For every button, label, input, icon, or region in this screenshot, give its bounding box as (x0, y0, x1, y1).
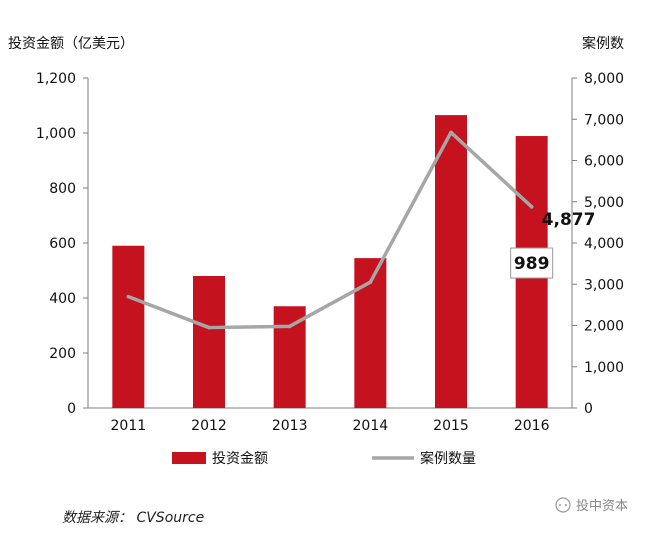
chat-bubble-icon (555, 497, 571, 513)
left-tick-label: 800 (49, 181, 76, 197)
watermark: 投中资本 (555, 497, 628, 514)
line-point-2011 (126, 294, 131, 299)
right-tick-label: 0 (584, 401, 593, 417)
legend-bar-label: 投资金额 (212, 451, 268, 467)
right-tick-label: 8,000 (584, 71, 624, 87)
x-tick-label: 2016 (514, 418, 550, 434)
x-axis-ticks: 2011 2012 2013 2014 2015 2016 (111, 418, 550, 434)
line-point-2015 (449, 130, 453, 135)
x-tick-label: 2011 (111, 418, 147, 434)
line-path (127, 130, 533, 330)
line-point-2014 (368, 280, 373, 284)
right-tick-label: 6,000 (584, 154, 624, 170)
bar-value-label: 989 (514, 254, 550, 274)
bar-2011 (112, 245, 145, 408)
left-tick-label: 0 (67, 401, 76, 417)
left-tick-label: 400 (49, 291, 76, 307)
line-series (126, 130, 534, 330)
right-tick-label: 7,000 (584, 112, 624, 128)
left-axis-title: 投资金额（亿美元） (8, 36, 134, 52)
right-tick-label: 1,000 (584, 360, 624, 376)
source-note: 数据来源： CVSource (62, 510, 204, 526)
right-axis-title: 案例数 (582, 35, 624, 52)
bar-2012 (193, 276, 225, 408)
left-tick-label: 1,200 (36, 71, 76, 87)
left-axis-ticks: 0 200 400 600 800 1,000 1,200 (36, 71, 88, 417)
line-point-2013 (287, 324, 292, 329)
right-tick-label: 4,000 (584, 236, 624, 252)
legend: 投资金额 案例数量 (172, 450, 476, 467)
bar-value-box (510, 247, 554, 279)
legend-line-label: 案例数量 (420, 450, 476, 467)
bar-2013 (273, 306, 306, 408)
right-tick-label: 5,000 (584, 195, 624, 211)
legend-bar-swatch (172, 452, 206, 464)
line-point-2016 (529, 205, 534, 209)
left-tick-label: 1,000 (36, 126, 76, 142)
left-tick-label: 600 (49, 236, 76, 252)
bar-2015 (435, 115, 467, 408)
line-point-2012 (207, 325, 211, 330)
x-tick-label: 2015 (433, 418, 469, 434)
x-tick-label: 2012 (191, 418, 227, 434)
annotations: 4,877 989 (510, 210, 596, 279)
left-tick-label: 200 (49, 346, 76, 362)
right-axis-ticks: 0 1,000 2,000 3,000 4,000 5,000 6,000 7,000 8,00… (572, 71, 624, 417)
line-value-label: 4,877 (542, 210, 596, 230)
right-tick-label: 3,000 (584, 277, 624, 293)
x-tick-label: 2014 (353, 418, 389, 434)
x-tick-label: 2013 (272, 418, 308, 434)
watermark-text: 投中资本 (576, 498, 628, 514)
right-tick-label: 2,000 (584, 319, 624, 335)
